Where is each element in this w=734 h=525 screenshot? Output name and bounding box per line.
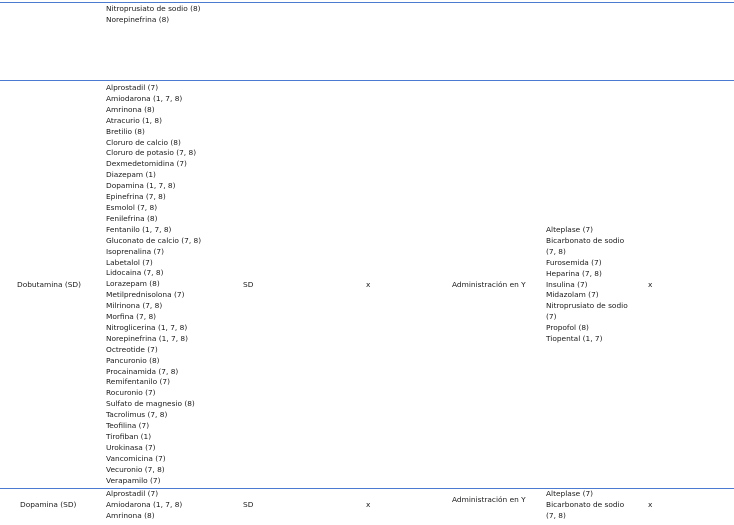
list-item: Dexmedetomidina (7): [106, 159, 187, 169]
list-item: Amiodarona (1, 7, 8): [106, 93, 183, 103]
list-item: Labetalol (7): [106, 257, 153, 267]
list-item: Epinefrina (7, 8): [106, 192, 166, 202]
list-item: Amrinona (8): [106, 510, 155, 520]
incompatible-drug-list: Alteplase (7) Bicarbonato de sodio (7, 8…: [546, 489, 624, 522]
list-item: Teofilina (7): [106, 421, 150, 431]
list-item: Milrinona (7, 8): [106, 301, 163, 311]
table-row: Dobutamina (SD) SD x Administración en Y…: [0, 83, 734, 487]
list-item: Tirofiban (1): [106, 432, 152, 441]
incompatible-drug-list: Alteplase (7) Bicarbonato de sodio (7, 8…: [546, 225, 628, 345]
table-rule-dopamina: [0, 488, 734, 489]
list-item: Nitroprusiato de sodio: [546, 301, 628, 311]
compatible-drug-list: Nitroprusiato de sodio (8) Norepinefrina…: [106, 4, 201, 26]
list-item: Norepinefrina (8): [106, 14, 170, 24]
list-item: Norepinefrina (1, 7, 8): [106, 333, 188, 343]
list-item: Fenilefrina (8): [106, 213, 158, 223]
list-item: Pancuronio (8): [106, 355, 160, 365]
administration-route: Administración en Y: [452, 280, 526, 289]
list-item: Amiodarona (1, 7, 8): [106, 499, 183, 509]
list-item: Bicarbonato de sodio: [546, 499, 625, 509]
list-item: Cloruro de potasio (7, 8): [106, 148, 197, 158]
list-item: (7, 8): [546, 246, 566, 256]
list-item: (7): [546, 312, 557, 322]
list-item: Urokinasa (7): [106, 442, 156, 452]
list-item: Vecuronio (7, 8): [106, 464, 165, 474]
dilution-value: SD: [243, 500, 254, 509]
list-item: Furosemida (7): [546, 257, 602, 267]
list-item: Rocuronio (7): [106, 388, 156, 398]
list-item: Alprostadil (7): [106, 83, 159, 92]
list-item: Bretilio (8): [106, 126, 145, 136]
dilution-value: SD: [243, 280, 254, 289]
list-item: Fentanilo (1, 7, 8): [106, 224, 172, 234]
table-rule-dobutamina: [0, 80, 734, 81]
list-item: Propofol (8): [546, 323, 589, 333]
list-item: Nitroglicerina (1, 7, 8): [106, 322, 188, 332]
mark-cell: x: [648, 500, 653, 509]
list-item: Lorazepam (8): [106, 279, 160, 289]
list-item: Bicarbonato de sodio: [546, 235, 625, 245]
list-item: Nitroprusiato de sodio (8): [106, 4, 201, 13]
list-item: Octreotide (7): [106, 344, 158, 354]
list-item: Tacrolimus (7, 8): [106, 410, 168, 420]
table-rule-top: [0, 2, 734, 3]
list-item: Alprostadil (7): [106, 489, 159, 498]
list-item: Alteplase (7): [546, 225, 594, 234]
list-item: Alteplase (7): [546, 489, 594, 498]
list-item: Heparina (7, 8): [546, 268, 602, 278]
mark-cell: x: [366, 280, 371, 289]
list-item: Atracurio (1, 8): [106, 115, 162, 125]
list-item: (7, 8): [546, 510, 566, 520]
list-item: Procainamida (7, 8): [106, 366, 179, 376]
list-item: Cloruro de calcio (8): [106, 137, 181, 147]
list-item: Morfina (7, 8): [106, 312, 157, 322]
mark-cell: x: [366, 500, 371, 509]
administration-route: Administración en Y: [452, 495, 526, 504]
list-item: Amrinona (8): [106, 104, 155, 114]
list-item: Verapamilo (7): [106, 475, 161, 485]
list-item: Diazepam (1): [106, 170, 156, 180]
list-item: Tiopental (1, 7): [546, 334, 603, 344]
list-item: Metilprednisolona (7): [106, 290, 185, 300]
table-row: Dopamina (SD) SD x Administración en Y x…: [0, 489, 734, 525]
mark-cell: x: [648, 280, 653, 289]
list-item: Gluconato de calcio (7, 8): [106, 235, 202, 245]
list-item: Lidocaina (7, 8): [106, 268, 164, 278]
list-item: Vancomicina (7): [106, 453, 166, 463]
list-item: Esmolol (7, 8): [106, 202, 158, 212]
drug-name: Dopamina (SD): [20, 500, 77, 509]
compatible-drug-list: Alprostadil (7) Amiodarona (1, 7, 8) Amr…: [106, 489, 182, 522]
list-item: Sulfato de magnesio (8): [106, 399, 195, 409]
list-item: Dopamina (1, 7, 8): [106, 181, 176, 191]
list-item: Remifentanilo (7): [106, 377, 170, 387]
list-item: Midazolam (7): [546, 290, 599, 300]
list-item: Isoprenalina (7): [106, 246, 165, 256]
compatible-drug-list: Alprostadil (7) Amiodarona (1, 7, 8) Amr…: [106, 83, 201, 487]
drug-name: Dobutamina (SD): [17, 280, 81, 289]
list-item: Insulina (7): [546, 279, 588, 289]
